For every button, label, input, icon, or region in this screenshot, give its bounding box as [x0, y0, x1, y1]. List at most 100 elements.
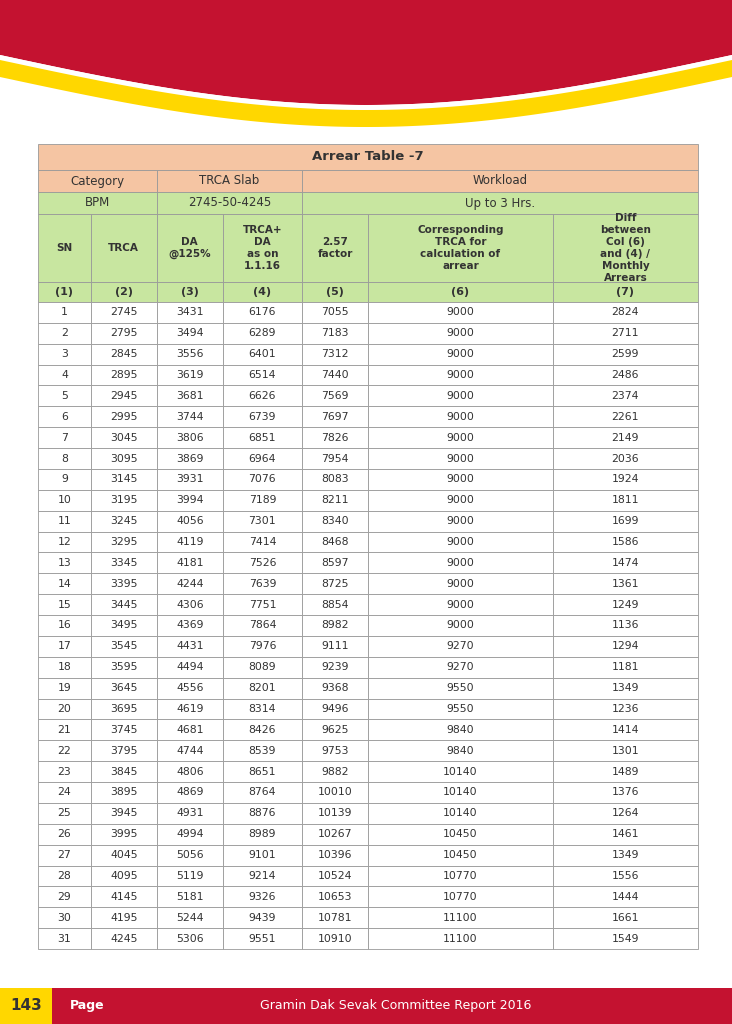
- Text: 9882: 9882: [321, 767, 348, 776]
- Text: 4931: 4931: [176, 808, 203, 818]
- Bar: [91, 469, 157, 489]
- Bar: [302, 365, 368, 385]
- Bar: [91, 720, 157, 740]
- Text: 11100: 11100: [443, 912, 478, 923]
- Text: 4494: 4494: [176, 663, 203, 672]
- Bar: [223, 489, 302, 511]
- Bar: [368, 823, 553, 845]
- Text: 8426: 8426: [249, 725, 276, 735]
- Text: 9000: 9000: [447, 454, 474, 464]
- Text: 8314: 8314: [249, 703, 276, 714]
- Bar: [157, 615, 223, 636]
- Bar: [553, 656, 698, 678]
- Text: 1349: 1349: [612, 683, 639, 693]
- Text: 2599: 2599: [612, 349, 639, 359]
- Bar: [38, 678, 91, 698]
- Bar: [157, 740, 223, 761]
- Bar: [302, 407, 368, 427]
- Text: 3345: 3345: [110, 558, 138, 568]
- Text: 1: 1: [61, 307, 68, 317]
- Bar: [157, 449, 223, 469]
- Text: 8764: 8764: [249, 787, 276, 798]
- Bar: [91, 782, 157, 803]
- Text: 9625: 9625: [321, 725, 348, 735]
- Bar: [91, 698, 157, 720]
- Bar: [223, 344, 302, 365]
- Text: 10140: 10140: [443, 767, 478, 776]
- Text: 3556: 3556: [176, 349, 203, 359]
- Bar: [157, 823, 223, 845]
- Text: 4244: 4244: [176, 579, 203, 589]
- Text: 9753: 9753: [321, 745, 348, 756]
- Text: 9: 9: [61, 474, 68, 484]
- Bar: [91, 594, 157, 615]
- Text: 10267: 10267: [318, 829, 352, 840]
- Text: 8211: 8211: [321, 496, 348, 505]
- Bar: [302, 615, 368, 636]
- Text: 9000: 9000: [447, 496, 474, 505]
- Text: (5): (5): [326, 287, 344, 297]
- Bar: [302, 385, 368, 407]
- Bar: [223, 573, 302, 594]
- Text: 10450: 10450: [443, 850, 478, 860]
- Text: 9111: 9111: [321, 641, 348, 651]
- Bar: [91, 511, 157, 531]
- Bar: [368, 865, 553, 887]
- Bar: [223, 907, 302, 928]
- Text: 26: 26: [58, 829, 71, 840]
- Text: 1444: 1444: [612, 892, 639, 902]
- Bar: [553, 761, 698, 782]
- Bar: [223, 553, 302, 573]
- Bar: [553, 407, 698, 427]
- Text: Gramin Dak Sevak Committee Report 2016: Gramin Dak Sevak Committee Report 2016: [261, 999, 531, 1013]
- Bar: [302, 489, 368, 511]
- Text: 1181: 1181: [612, 663, 639, 672]
- Bar: [91, 449, 157, 469]
- Polygon shape: [0, 60, 732, 127]
- Text: 143: 143: [10, 998, 42, 1014]
- Bar: [302, 636, 368, 656]
- Bar: [223, 282, 302, 302]
- Bar: [553, 489, 698, 511]
- Text: 4045: 4045: [110, 850, 138, 860]
- Bar: [223, 323, 302, 344]
- Bar: [553, 302, 698, 323]
- Text: 2149: 2149: [612, 433, 639, 442]
- Bar: [91, 615, 157, 636]
- Text: 3931: 3931: [176, 474, 203, 484]
- Bar: [223, 594, 302, 615]
- Bar: [553, 553, 698, 573]
- Text: 3945: 3945: [110, 808, 138, 818]
- Bar: [553, 636, 698, 656]
- Text: 3744: 3744: [176, 412, 203, 422]
- Bar: [223, 407, 302, 427]
- Bar: [157, 323, 223, 344]
- Text: 1249: 1249: [612, 600, 639, 609]
- Text: 3431: 3431: [176, 307, 203, 317]
- Bar: [368, 489, 553, 511]
- Bar: [38, 323, 91, 344]
- Bar: [368, 449, 553, 469]
- Text: 3681: 3681: [176, 391, 203, 401]
- Text: 3295: 3295: [110, 537, 138, 547]
- Text: 9000: 9000: [447, 537, 474, 547]
- Bar: [157, 531, 223, 553]
- Text: 22: 22: [58, 745, 71, 756]
- Text: 2036: 2036: [612, 454, 639, 464]
- Bar: [553, 615, 698, 636]
- Text: 4369: 4369: [176, 621, 203, 631]
- Bar: [38, 761, 91, 782]
- Bar: [368, 573, 553, 594]
- Text: 1489: 1489: [612, 767, 639, 776]
- Bar: [302, 865, 368, 887]
- Bar: [223, 656, 302, 678]
- Text: Corresponding
TRCA for
calculation of
arrear: Corresponding TRCA for calculation of ar…: [417, 225, 504, 271]
- Text: 9000: 9000: [447, 412, 474, 422]
- Text: Arrear Table -7: Arrear Table -7: [312, 151, 424, 164]
- Text: 4994: 4994: [176, 829, 203, 840]
- Bar: [553, 887, 698, 907]
- Bar: [553, 449, 698, 469]
- Bar: [302, 573, 368, 594]
- Text: 9214: 9214: [249, 871, 276, 881]
- Bar: [157, 865, 223, 887]
